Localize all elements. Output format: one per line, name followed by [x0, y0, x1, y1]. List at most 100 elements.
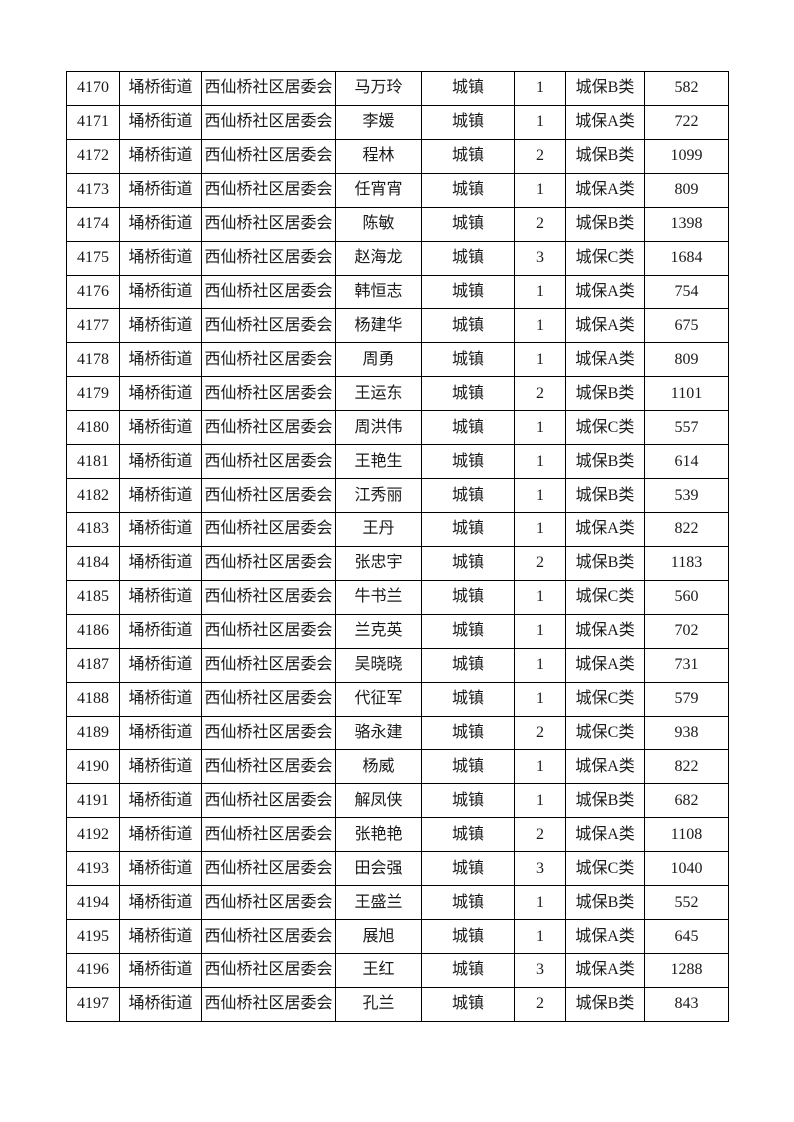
cell-person-count: 1 [514, 579, 566, 615]
table-row: 4189 埇桥街道 西仙桥社区居委会 骆永建 城镇 2 城保C类 938 [66, 715, 729, 751]
cell-serial-number: 4182 [66, 478, 120, 513]
cell-serial-number: 4196 [66, 952, 120, 988]
cell-community: 西仙桥社区居委会 [201, 478, 336, 513]
cell-insurance-category: 城保A类 [565, 952, 645, 988]
cell-street: 埇桥街道 [119, 478, 202, 513]
cell-household-type: 城镇 [421, 647, 515, 683]
cell-person-count: 1 [514, 444, 566, 480]
cell-street: 埇桥街道 [119, 986, 202, 1023]
cell-household-type: 城镇 [421, 545, 515, 581]
cell-amount: 731 [644, 647, 729, 683]
cell-amount: 722 [644, 104, 729, 140]
cell-person-count: 1 [514, 647, 566, 683]
cell-serial-number: 4172 [66, 138, 120, 174]
cell-household-type: 城镇 [421, 342, 515, 378]
table-row: 4172 埇桥街道 西仙桥社区居委会 程林 城镇 2 城保B类 1099 [66, 138, 729, 174]
cell-household-type: 城镇 [421, 613, 515, 649]
cell-serial-number: 4177 [66, 308, 120, 344]
cell-amount: 822 [644, 749, 729, 785]
cell-community: 西仙桥社区居委会 [201, 885, 336, 921]
cell-street: 埇桥街道 [119, 342, 202, 378]
table-row: 4178 埇桥街道 西仙桥社区居委会 周勇 城镇 1 城保A类 809 [66, 342, 729, 378]
cell-household-type: 城镇 [421, 308, 515, 344]
cell-household-type: 城镇 [421, 749, 515, 785]
cell-household-type: 城镇 [421, 817, 515, 853]
cell-household-type: 城镇 [421, 376, 515, 412]
cell-serial-number: 4180 [66, 410, 120, 446]
cell-person-name: 兰克英 [335, 613, 422, 649]
cell-amount: 1108 [644, 817, 729, 853]
cell-community: 西仙桥社区居委会 [201, 342, 336, 378]
cell-community: 西仙桥社区居委会 [201, 986, 336, 1023]
cell-household-type: 城镇 [421, 274, 515, 310]
table-row: 4173 埇桥街道 西仙桥社区居委会 任宵宵 城镇 1 城保A类 809 [66, 172, 729, 208]
table-row: 4191 埇桥街道 西仙桥社区居委会 解凤侠 城镇 1 城保B类 682 [66, 783, 729, 819]
cell-person-name: 代征军 [335, 681, 422, 717]
cell-insurance-category: 城保A类 [565, 817, 645, 853]
cell-street: 埇桥街道 [119, 715, 202, 751]
cell-community: 西仙桥社区居委会 [201, 511, 336, 547]
cell-insurance-category: 城保A类 [565, 172, 645, 208]
cell-community: 西仙桥社区居委会 [201, 240, 336, 276]
cell-serial-number: 4189 [66, 715, 120, 751]
cell-serial-number: 4187 [66, 647, 120, 683]
cell-street: 埇桥街道 [119, 206, 202, 242]
table-row: 4193 埇桥街道 西仙桥社区居委会 田会强 城镇 3 城保C类 1040 [66, 851, 729, 887]
cell-street: 埇桥街道 [119, 376, 202, 412]
cell-amount: 1684 [644, 240, 729, 276]
cell-serial-number: 4173 [66, 172, 120, 208]
cell-street: 埇桥街道 [119, 579, 202, 615]
cell-person-count: 1 [514, 783, 566, 819]
cell-serial-number: 4176 [66, 274, 120, 310]
cell-amount: 675 [644, 308, 729, 344]
cell-household-type: 城镇 [421, 444, 515, 480]
cell-insurance-category: 城保A类 [565, 511, 645, 547]
cell-serial-number: 4175 [66, 240, 120, 276]
cell-amount: 1183 [644, 545, 729, 581]
cell-insurance-category: 城保B类 [565, 478, 645, 513]
table-row: 4194 埇桥街道 西仙桥社区居委会 王盛兰 城镇 1 城保B类 552 [66, 885, 729, 921]
table-row: 4179 埇桥街道 西仙桥社区居委会 王运东 城镇 2 城保B类 1101 [66, 376, 729, 412]
cell-community: 西仙桥社区居委会 [201, 613, 336, 649]
cell-amount: 1398 [644, 206, 729, 242]
cell-community: 西仙桥社区居委会 [201, 749, 336, 785]
cell-household-type: 城镇 [421, 478, 515, 513]
table-row: 4180 埇桥街道 西仙桥社区居委会 周洪伟 城镇 1 城保C类 557 [66, 410, 729, 446]
cell-person-name: 王红 [335, 952, 422, 988]
cell-community: 西仙桥社区居委会 [201, 715, 336, 751]
cell-amount: 809 [644, 172, 729, 208]
table-row: 4195 埇桥街道 西仙桥社区居委会 展旭 城镇 1 城保A类 645 [66, 919, 729, 954]
cell-person-count: 1 [514, 885, 566, 921]
benefits-table: 4170 埇桥街道 西仙桥社区居委会 马万玲 城镇 1 城保B类 582 4171 埇桥街道 西仙桥… [66, 71, 729, 1023]
cell-serial-number: 4174 [66, 206, 120, 242]
cell-person-name: 赵海龙 [335, 240, 422, 276]
cell-community: 西仙桥社区居委会 [201, 444, 336, 480]
table-row: 4197 埇桥街道 西仙桥社区居委会 孔兰 城镇 2 城保B类 843 [66, 986, 729, 1023]
table-row: 4182 埇桥街道 西仙桥社区居委会 江秀丽 城镇 1 城保B类 539 [66, 478, 729, 513]
cell-insurance-category: 城保C类 [565, 681, 645, 717]
cell-serial-number: 4178 [66, 342, 120, 378]
cell-person-name: 李媛 [335, 104, 422, 140]
cell-community: 西仙桥社区居委会 [201, 919, 336, 954]
cell-person-count: 1 [514, 410, 566, 446]
table-body: 4170 埇桥街道 西仙桥社区居委会 马万玲 城镇 1 城保B类 582 4171 埇桥街道 西仙桥… [66, 71, 729, 1023]
cell-person-name: 骆永建 [335, 715, 422, 751]
cell-community: 西仙桥社区居委会 [201, 308, 336, 344]
cell-insurance-category: 城保B类 [565, 885, 645, 921]
cell-household-type: 城镇 [421, 240, 515, 276]
cell-amount: 539 [644, 478, 729, 513]
cell-household-type: 城镇 [421, 206, 515, 242]
cell-street: 埇桥街道 [119, 681, 202, 717]
cell-insurance-category: 城保A类 [565, 647, 645, 683]
cell-community: 西仙桥社区居委会 [201, 376, 336, 412]
cell-street: 埇桥街道 [119, 885, 202, 921]
cell-amount: 579 [644, 681, 729, 717]
cell-person-name: 解凤侠 [335, 783, 422, 819]
table-row: 4183 埇桥街道 西仙桥社区居委会 王丹 城镇 1 城保A类 822 [66, 511, 729, 547]
cell-community: 西仙桥社区居委会 [201, 851, 336, 887]
cell-person-count: 1 [514, 104, 566, 140]
cell-amount: 754 [644, 274, 729, 310]
cell-insurance-category: 城保B类 [565, 986, 645, 1023]
cell-community: 西仙桥社区居委会 [201, 545, 336, 581]
table-row: 4177 埇桥街道 西仙桥社区居委会 杨建华 城镇 1 城保A类 675 [66, 308, 729, 344]
